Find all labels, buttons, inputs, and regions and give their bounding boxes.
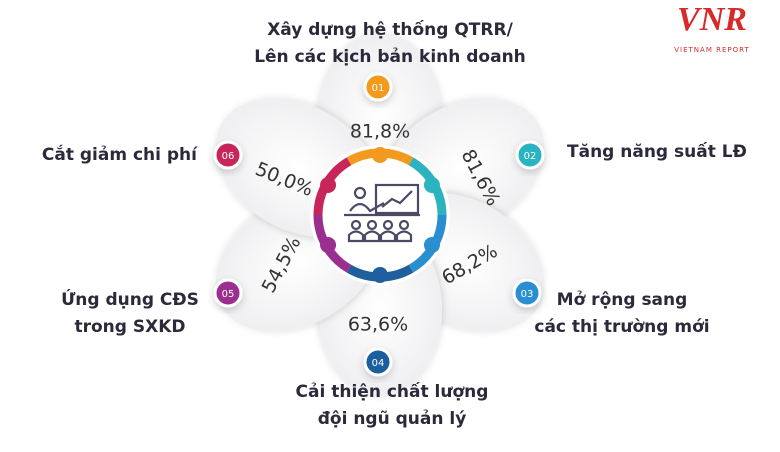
person-head: [382, 219, 394, 231]
badge-number: 03: [521, 289, 534, 300]
badge: [213, 278, 243, 308]
badge: [515, 140, 545, 170]
person-head: [366, 219, 378, 231]
person-body: [379, 230, 397, 243]
label: đội ngũ quản lý: [318, 409, 467, 429]
label: các thị trường mới: [534, 317, 709, 337]
person-head: [350, 219, 362, 231]
badge: [512, 278, 542, 308]
badge: [363, 72, 393, 102]
badge-number: 06: [222, 151, 235, 162]
person-body: [395, 230, 413, 243]
ring-notch: [320, 177, 337, 193]
label: Mở rộng sang: [557, 290, 688, 310]
badge: [363, 347, 393, 377]
ring-notch: [423, 237, 440, 253]
badge-number: 05: [222, 289, 235, 300]
item: 04 63,6% Cải thiện chất lượng đội ngũ quản …: [296, 314, 489, 430]
ring-notch: [423, 177, 440, 193]
badge-number: 01: [372, 83, 385, 94]
ring-notch: [320, 237, 337, 253]
center-icon: [344, 183, 420, 243]
person-head: [398, 219, 410, 231]
badge: [213, 140, 243, 170]
label: Cải thiện chất lượng: [296, 381, 489, 402]
person-body: [347, 230, 365, 243]
badge-number: 02: [524, 151, 537, 162]
label: Cắt giảm chi phí: [42, 144, 198, 165]
ring-notch: [372, 267, 388, 283]
logo-mark: VNR: [677, 1, 747, 38]
logo: VNR VIETNAM REPORT: [674, 1, 750, 54]
percentage: 63,6%: [348, 314, 408, 336]
person-body: [363, 230, 381, 243]
logo-name: VIETNAM REPORT: [674, 46, 750, 54]
label: Xây dựng hệ thống QTRR/: [267, 19, 513, 40]
item: 01 81,8% Xây dựng hệ thống QTRR/Lên các kị…: [254, 19, 526, 143]
label: Ứng dụng CĐS: [61, 288, 199, 310]
label: Lên các kịch bản kinh doanh: [254, 47, 526, 67]
ring-notch: [372, 147, 388, 163]
percentage: 81,8%: [350, 121, 410, 143]
label: trong SXKD: [74, 317, 185, 337]
label: Tăng năng suất LĐ: [567, 141, 747, 162]
badge-number: 04: [372, 358, 385, 369]
